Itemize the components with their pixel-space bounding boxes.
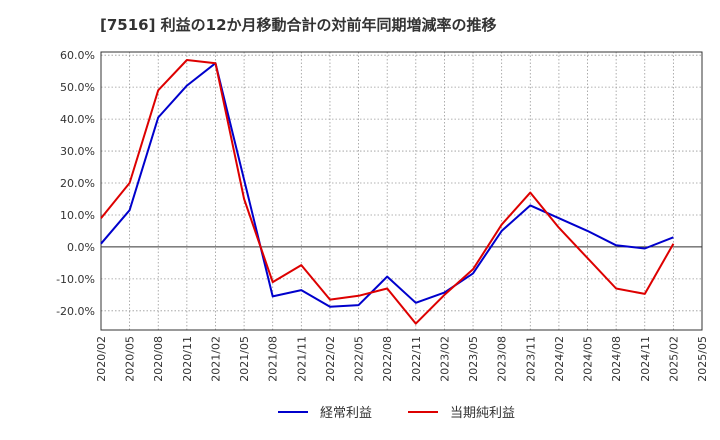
x-tick-label: 2024/08 xyxy=(610,336,623,382)
legend-label-1: 経常利益 xyxy=(320,406,372,421)
x-tick-label: 2020/11 xyxy=(181,336,194,382)
x-tick-label: 2020/05 xyxy=(124,336,137,382)
y-tick-label: -20.0% xyxy=(56,305,95,318)
x-tick-label: 2023/11 xyxy=(524,336,537,382)
x-tick-label: 2024/11 xyxy=(639,336,652,382)
y-tick-label: 40.0% xyxy=(60,113,95,126)
x-tick-label: 2022/02 xyxy=(324,336,337,382)
series-line-2 xyxy=(100,59,675,325)
x-tick-label: 2022/05 xyxy=(353,336,366,382)
y-tick-label: 60.0% xyxy=(60,49,95,62)
x-tick-label: 2021/11 xyxy=(295,336,308,382)
x-tick-label: 2020/02 xyxy=(95,336,108,382)
chart-title: [7516] 利益の12か月移動合計の対前年同期増減率の推移 xyxy=(100,16,497,34)
x-tick-label: 2020/08 xyxy=(152,336,165,382)
y-tick-label: 30.0% xyxy=(60,145,95,158)
x-tick-label: 2023/05 xyxy=(467,336,480,382)
legend-label-2: 当期純利益 xyxy=(450,406,515,421)
series-line-1 xyxy=(100,62,674,308)
x-tick-label: 2022/08 xyxy=(381,336,394,382)
x-tick-label: 2021/05 xyxy=(238,336,251,382)
x-tick-label: 2025/05 xyxy=(696,336,709,382)
x-tick-label: 2021/08 xyxy=(267,336,280,382)
x-tick-label: 2023/08 xyxy=(496,336,509,382)
y-tick-label: 20.0% xyxy=(60,177,95,190)
y-tick-label: 10.0% xyxy=(60,209,95,222)
x-tick-label: 2024/05 xyxy=(582,336,595,382)
x-tick-label: 2025/02 xyxy=(667,336,680,382)
y-tick-label: 0.0% xyxy=(67,241,95,254)
x-tick-label: 2021/02 xyxy=(209,336,222,382)
x-tick-label: 2022/11 xyxy=(410,336,423,382)
y-tick-label: 50.0% xyxy=(60,81,95,94)
plot-area-border xyxy=(100,51,703,331)
y-tick-label: -10.0% xyxy=(56,273,95,286)
x-tick-label: 2024/02 xyxy=(553,336,566,382)
x-tick-label: 2023/02 xyxy=(438,336,451,382)
